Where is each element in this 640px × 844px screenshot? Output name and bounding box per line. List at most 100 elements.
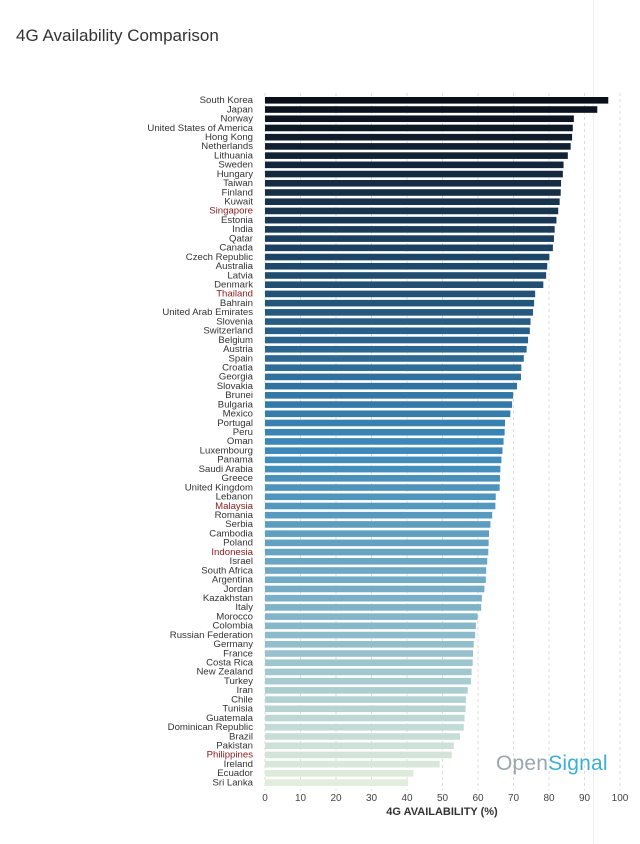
bar-turkey bbox=[265, 677, 471, 685]
x-tick-label: 70 bbox=[508, 793, 520, 804]
x-tick-label: 50 bbox=[437, 793, 449, 804]
category-label: Croatia bbox=[222, 362, 254, 373]
bar-italy bbox=[265, 604, 482, 611]
bar-hungary bbox=[265, 170, 563, 178]
bar-netherlands bbox=[265, 143, 571, 150]
category-label: Serbia bbox=[225, 519, 253, 530]
category-label: Estonia bbox=[221, 215, 254, 226]
x-tick-label: 90 bbox=[579, 793, 591, 804]
category-label: Sri Lanka bbox=[212, 777, 253, 788]
bar-taiwan bbox=[265, 179, 562, 187]
category-label: Norway bbox=[220, 114, 253, 125]
category-label: Panama bbox=[217, 455, 253, 466]
category-label: Ireland bbox=[224, 759, 253, 770]
category-label: Belgium bbox=[218, 335, 253, 346]
category-label: United Kingdom bbox=[185, 482, 253, 493]
category-label: Italy bbox=[235, 602, 253, 613]
bar-argentina bbox=[265, 576, 486, 584]
bar-india bbox=[265, 226, 555, 233]
bar-kuwait bbox=[265, 198, 560, 206]
category-label: Hong Kong bbox=[205, 132, 253, 143]
category-label: United Arab Emirates bbox=[162, 307, 253, 318]
bar-france bbox=[265, 650, 474, 657]
bar-slovenia bbox=[265, 318, 531, 325]
bar-costa-rica bbox=[265, 659, 473, 667]
category-label: Poland bbox=[223, 538, 253, 549]
category-label: Netherlands bbox=[201, 141, 253, 152]
category-label: Lebanon bbox=[216, 492, 253, 503]
bar-portugal bbox=[265, 419, 505, 427]
bar-canada bbox=[265, 244, 553, 252]
x-tick-label: 20 bbox=[330, 793, 342, 804]
bar-kazakhstan bbox=[265, 594, 482, 602]
x-tick-label: 0 bbox=[262, 793, 268, 804]
category-label: Qatar bbox=[229, 233, 254, 244]
category-label: Switzerland bbox=[203, 326, 253, 337]
category-label: Slovenia bbox=[216, 316, 253, 327]
frame-divider bbox=[593, 0, 594, 844]
category-label: Singapore bbox=[209, 206, 253, 217]
category-label: Kazakhstan bbox=[203, 593, 253, 604]
category-label: Hungary bbox=[217, 169, 253, 180]
category-label: Czech Republic bbox=[186, 252, 253, 263]
bar-sri-lanka bbox=[265, 779, 409, 786]
category-label: New Zealand bbox=[196, 667, 253, 678]
bar-serbia bbox=[265, 521, 491, 528]
category-label: Georgia bbox=[219, 372, 254, 383]
bar-sweden bbox=[265, 161, 564, 169]
x-tick-label: 30 bbox=[366, 793, 378, 804]
category-label: Brazil bbox=[229, 731, 253, 742]
bar-mexico bbox=[265, 410, 511, 418]
category-label: Morocco bbox=[216, 611, 253, 622]
category-label: Turkey bbox=[224, 676, 253, 687]
category-label: Luxembourg bbox=[200, 445, 253, 456]
bar-tunisia bbox=[265, 705, 466, 713]
category-label: South Africa bbox=[201, 565, 253, 576]
category-label: Mexico bbox=[223, 409, 253, 420]
category-label: Canada bbox=[219, 243, 253, 254]
category-label: Thailand bbox=[216, 289, 253, 300]
bar-oman bbox=[265, 438, 504, 445]
x-tick-labels: 0 10 20 30 40 50 60 70 80 90 100 bbox=[262, 793, 629, 804]
bar-croatia bbox=[265, 364, 522, 371]
bar-colombia bbox=[265, 622, 476, 630]
bar-czech-republic bbox=[265, 253, 550, 261]
bar-united-kingdom bbox=[265, 484, 500, 491]
category-label: Malaysia bbox=[215, 501, 254, 512]
chart-title: 4G Availability Comparison bbox=[16, 26, 219, 45]
category-label: Israel bbox=[230, 556, 253, 567]
category-label: Peru bbox=[233, 427, 253, 438]
bar-south-korea bbox=[265, 97, 609, 104]
bar-lithuania bbox=[265, 152, 568, 159]
category-label: Cambodia bbox=[209, 528, 253, 539]
bar-slovakia bbox=[265, 382, 518, 390]
category-label: Spain bbox=[228, 353, 253, 364]
category-label: Ecuador bbox=[217, 768, 254, 779]
bar-hong-kong bbox=[265, 133, 573, 141]
bar-iran bbox=[265, 687, 468, 694]
category-label: Brunei bbox=[225, 390, 253, 401]
bar-ecuador bbox=[265, 770, 414, 777]
category-label: Tunisia bbox=[222, 704, 253, 715]
bar-norway bbox=[265, 115, 574, 123]
category-label: Pakistan bbox=[216, 741, 253, 752]
category-label: Chile bbox=[231, 694, 253, 705]
category-label: Oman bbox=[227, 436, 253, 447]
bar-chile bbox=[265, 696, 466, 703]
bar-philippines bbox=[265, 751, 452, 759]
bar-switzerland bbox=[265, 327, 530, 335]
x-tick-label: 100 bbox=[612, 793, 629, 804]
category-label: Denmark bbox=[214, 280, 253, 291]
bar-austria bbox=[265, 345, 527, 353]
category-label: Guatemala bbox=[206, 713, 254, 724]
bar-denmark bbox=[265, 281, 544, 288]
logo-part2: Signal bbox=[548, 752, 608, 775]
x-tick-label: 10 bbox=[295, 793, 307, 804]
category-label: Australia bbox=[216, 261, 254, 272]
bar-qatar bbox=[265, 235, 554, 242]
bar-bulgaria bbox=[265, 401, 513, 408]
bar-poland bbox=[265, 539, 489, 547]
category-label: United States of America bbox=[147, 123, 253, 134]
category-label: Slovakia bbox=[217, 381, 254, 392]
